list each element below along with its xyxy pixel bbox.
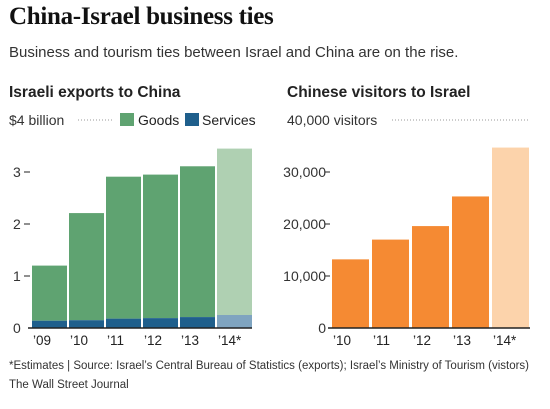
source-credit: The Wall Street Journal	[9, 379, 129, 391]
visitors-x-tick-label: ’14*	[493, 333, 517, 348]
visitors-bar	[412, 226, 449, 328]
legend-goods-label: Goods	[138, 112, 179, 128]
goods-bar	[217, 148, 252, 315]
services-bar	[106, 318, 141, 328]
exports-x-tick-label: ’14*	[218, 333, 242, 348]
visitors-chart-title: Chinese visitors to Israel	[287, 84, 471, 101]
exports-y-tick-label: 0	[13, 320, 21, 336]
exports-y-tick-label: 1	[13, 268, 21, 284]
goods-bar	[143, 174, 178, 319]
visitors-x-tick-label: ’12	[413, 333, 431, 348]
services-bar	[32, 320, 67, 328]
exports-x-tick-label: ’09	[33, 333, 51, 348]
visitors-y-tick-label: 10,000	[283, 268, 326, 284]
exports-x-tick-label: ’13	[181, 333, 199, 348]
exports-x-tick-label: ’12	[144, 333, 162, 348]
page-subtitle: Business and tourism ties between Israel…	[9, 44, 459, 61]
exports-y-unit-label: $4 billion	[9, 112, 64, 128]
legend-goods-swatch	[120, 113, 134, 126]
exports-x-tick-label: ’11	[107, 333, 124, 348]
visitors-y-tick-label: 20,000	[283, 216, 326, 232]
visitors-y-tick-label: 0	[318, 320, 326, 336]
visitors-bar	[332, 259, 369, 328]
goods-bar	[69, 213, 104, 321]
exports-y-tick-label: 3	[13, 164, 21, 180]
goods-bar	[106, 176, 141, 319]
services-bar	[217, 315, 252, 328]
services-bar	[69, 320, 104, 328]
visitors-bar	[452, 196, 489, 328]
legend-services-swatch	[185, 113, 199, 126]
page-title: China-Israel business ties	[9, 3, 274, 30]
visitors-x-tick-label: ’11	[373, 333, 390, 348]
footnote: *Estimates | Source: Israel’s Central Bu…	[9, 360, 530, 372]
visitors-bar	[372, 239, 409, 328]
exports-x-tick-label: ’10	[70, 333, 88, 348]
visitors-x-tick-label: ’13	[453, 333, 471, 348]
exports-chart-title: Israeli exports to China	[9, 84, 181, 101]
services-bar	[180, 317, 215, 328]
goods-bar	[180, 166, 215, 318]
visitors-bar	[492, 147, 529, 328]
services-bar	[143, 318, 178, 328]
legend-services-label: Services	[202, 112, 256, 128]
visitors-y-unit-label: 40,000 visitors	[287, 112, 377, 128]
exports-y-tick-label: 2	[13, 216, 21, 232]
visitors-y-tick-label: 30,000	[283, 164, 326, 180]
goods-bar	[32, 265, 67, 321]
visitors-x-tick-label: ’10	[333, 333, 351, 348]
